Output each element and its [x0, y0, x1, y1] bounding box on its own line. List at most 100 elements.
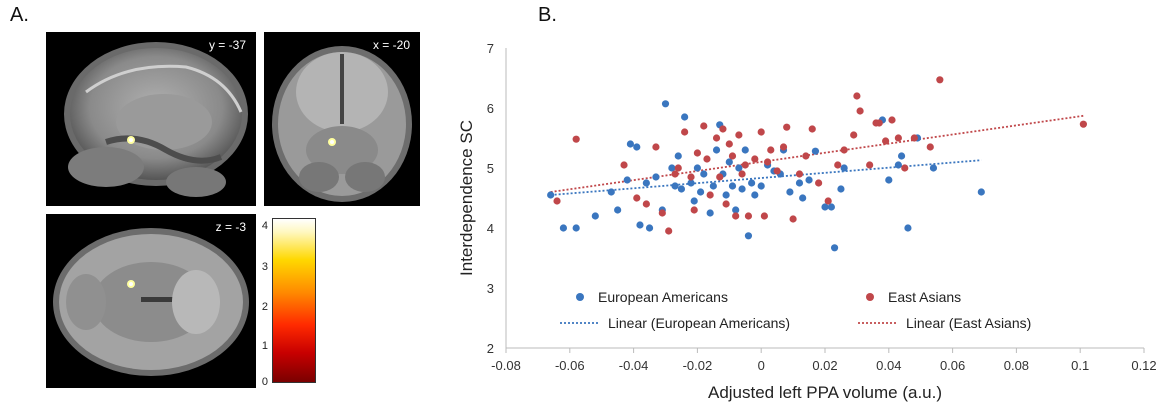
data-point-european-americans [652, 173, 660, 181]
panel-b-label: B. [538, 4, 557, 26]
data-point-european-americans [894, 161, 902, 169]
data-point-east-asians [706, 191, 714, 199]
legend-east-asians-label: East Asians [888, 289, 961, 305]
data-point-east-asians [633, 194, 641, 202]
data-point-european-americans [821, 203, 829, 211]
data-point-east-asians [795, 170, 804, 178]
data-point-european-americans [591, 212, 599, 220]
data-point-european-americans [751, 191, 759, 199]
data-point-european-americans [830, 244, 839, 252]
data-point-east-asians [853, 92, 861, 100]
x-tick-label: 0.06 [940, 358, 965, 373]
data-point-east-asians [712, 134, 721, 142]
data-point-european-americans [897, 152, 906, 160]
x-tick-label: -0.02 [683, 358, 713, 373]
trendline-european-americans [550, 159, 982, 196]
data-point-east-asians [652, 143, 660, 151]
x-tick-label: 0.1 [1071, 358, 1089, 373]
data-point-east-asians [926, 143, 934, 151]
legend-european-americans-marker [576, 293, 584, 301]
data-point-east-asians [824, 197, 832, 205]
data-point-european-americans [904, 224, 912, 232]
data-point-european-americans [690, 197, 698, 205]
data-point-european-americans [572, 224, 580, 232]
colorbar-tick: 2 [261, 301, 268, 313]
sagittal-coordinate-label: y = -37 [208, 38, 246, 52]
data-point-european-americans [677, 185, 686, 193]
data-point-european-americans [668, 164, 676, 172]
data-point-east-asians [866, 161, 874, 169]
data-point-east-asians [674, 164, 682, 172]
data-point-european-americans [805, 176, 813, 184]
data-point-east-asians [767, 146, 775, 154]
data-point-east-asians [741, 161, 749, 169]
data-point-european-americans [645, 224, 654, 232]
data-point-east-asians [572, 135, 580, 143]
data-point-east-asians [773, 167, 781, 175]
data-point-european-americans [795, 179, 804, 187]
data-point-european-americans [642, 179, 650, 187]
data-point-east-asians [936, 76, 944, 84]
axial-slice-image: z = -3 [46, 214, 256, 388]
data-point-east-asians [716, 173, 724, 181]
colorbar-tick: 4 [261, 220, 268, 232]
data-point-east-asians [553, 197, 561, 205]
y-axis-title: Interdependence SC [457, 120, 476, 276]
data-point-european-americans [786, 188, 794, 196]
data-point-european-americans [977, 188, 985, 196]
x-tick-label: 0.08 [1004, 358, 1029, 373]
data-point-european-americans [840, 164, 848, 172]
data-point-east-asians [779, 143, 788, 151]
y-tick-label: 4 [487, 221, 494, 236]
colorbar-tick: 1 [261, 340, 268, 352]
data-point-european-americans [811, 147, 820, 155]
data-point-european-americans [738, 185, 746, 193]
sagittal-slice-image: y = -37 [46, 32, 256, 206]
data-point-european-americans [748, 179, 756, 187]
data-point-east-asians [815, 179, 823, 187]
data-point-east-asians [882, 137, 890, 145]
data-point-east-asians [690, 206, 698, 214]
data-point-east-asians [738, 170, 746, 178]
data-point-european-americans [687, 179, 695, 187]
data-point-european-americans [712, 146, 721, 154]
y-tick-label: 2 [487, 341, 494, 356]
x-tick-label: -0.06 [555, 358, 585, 373]
data-point-european-americans [636, 221, 644, 229]
data-point-european-americans [671, 182, 679, 190]
data-point-east-asians [789, 215, 797, 223]
data-point-east-asians [901, 164, 909, 172]
data-point-east-asians [722, 200, 730, 208]
colorbar-gradient [273, 219, 315, 382]
data-point-european-americans [623, 176, 631, 184]
legend-east-asians-marker [866, 293, 874, 301]
data-point-european-americans [693, 164, 701, 172]
y-tick-label: 3 [487, 281, 494, 296]
data-point-east-asians [642, 200, 650, 208]
data-point-east-asians [802, 152, 810, 160]
data-point-east-asians [783, 123, 791, 131]
data-point-european-americans [674, 152, 682, 160]
data-point-east-asians [687, 173, 695, 181]
colorbar [272, 218, 316, 383]
colorbar-tick: 3 [261, 261, 268, 273]
data-point-east-asians [735, 131, 743, 139]
data-point-european-americans [559, 224, 568, 232]
data-point-east-asians [732, 212, 740, 220]
data-point-european-americans [725, 158, 733, 166]
legend-european-americans-label: European Americans [598, 289, 728, 305]
data-point-east-asians [700, 122, 708, 130]
y-tick-label: 6 [487, 101, 494, 116]
data-point-east-asians [760, 212, 768, 220]
data-point-east-asians [894, 134, 902, 142]
data-point-european-americans [799, 194, 807, 202]
data-point-european-americans [732, 206, 740, 214]
data-point-east-asians [910, 134, 918, 142]
data-point-european-americans [681, 113, 689, 121]
axial-coordinate-label: z = -3 [215, 220, 246, 234]
data-point-european-americans [728, 182, 737, 190]
data-point-east-asians [681, 128, 689, 136]
data-point-east-asians [850, 131, 858, 139]
data-point-east-asians [763, 158, 772, 166]
data-point-european-americans [885, 176, 893, 184]
